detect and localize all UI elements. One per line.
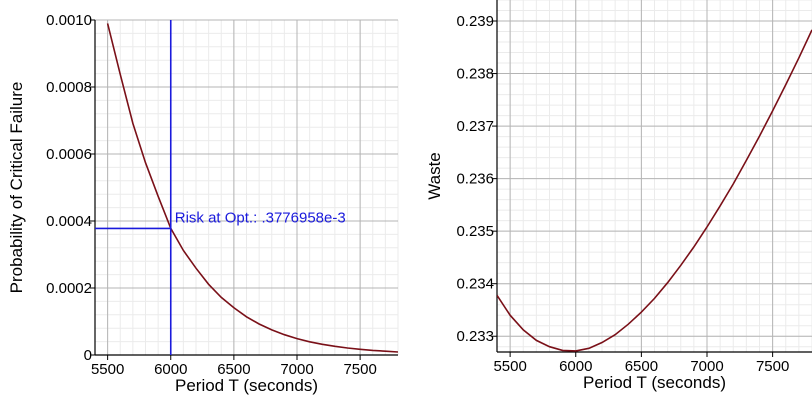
x-tick-label: 6500 — [217, 361, 250, 378]
y-tick-label: 0 — [84, 347, 92, 364]
series-line — [497, 29, 812, 352]
major-grid — [497, 0, 812, 352]
x-tick-label: 6500 — [625, 358, 658, 375]
y-tick-label: 0.236 — [456, 171, 494, 188]
x-tick-label: 6000 — [559, 358, 592, 375]
y-tick-label: 0.0010 — [46, 12, 92, 29]
x-tick-label: 5500 — [91, 361, 124, 378]
x-tick-label: 7000 — [280, 361, 313, 378]
y-tick-label: 0.239 — [456, 13, 494, 30]
panel-1: 5500 6000 6500 7000 7500 0 0.0002 0.0004 0.0006 0… — [7, 12, 399, 395]
x-tick-label: 7000 — [690, 358, 723, 375]
y-tick-label: 0.0002 — [46, 280, 92, 297]
y-axis-label: Probability of Critical Failure — [7, 82, 26, 294]
y-tick-label: 0.0004 — [46, 213, 92, 230]
x-tick-label: 7500 — [756, 358, 789, 375]
series-line — [106, 23, 398, 353]
y-tick-label: 0.237 — [456, 118, 494, 135]
x-tick-label: 6000 — [154, 361, 187, 378]
x-axis-label: Period T (seconds) — [583, 373, 726, 392]
y-tick-label: 0.0008 — [46, 79, 92, 96]
optimum-annotation: Risk at Opt.: .3776958e-3 — [175, 209, 346, 226]
y-tick-label: 0.235 — [456, 223, 494, 240]
x-tick-label: 5500 — [493, 358, 526, 375]
x-axis-label: Period T (seconds) — [175, 376, 318, 395]
y-tick-label: 0.233 — [456, 328, 494, 345]
y-tick-label: 0.238 — [456, 66, 494, 83]
y-tick-label: 0.234 — [456, 276, 494, 293]
x-tick-label: 7500 — [343, 361, 376, 378]
y-tick-label: 0.0006 — [46, 146, 92, 163]
panel-2: 5500 6000 6500 7000 7500 0.233 0.234 0.235 0.236… — [425, 0, 812, 392]
y-axis-label: Waste — [425, 152, 444, 200]
minor-grid — [94, 19, 399, 356]
